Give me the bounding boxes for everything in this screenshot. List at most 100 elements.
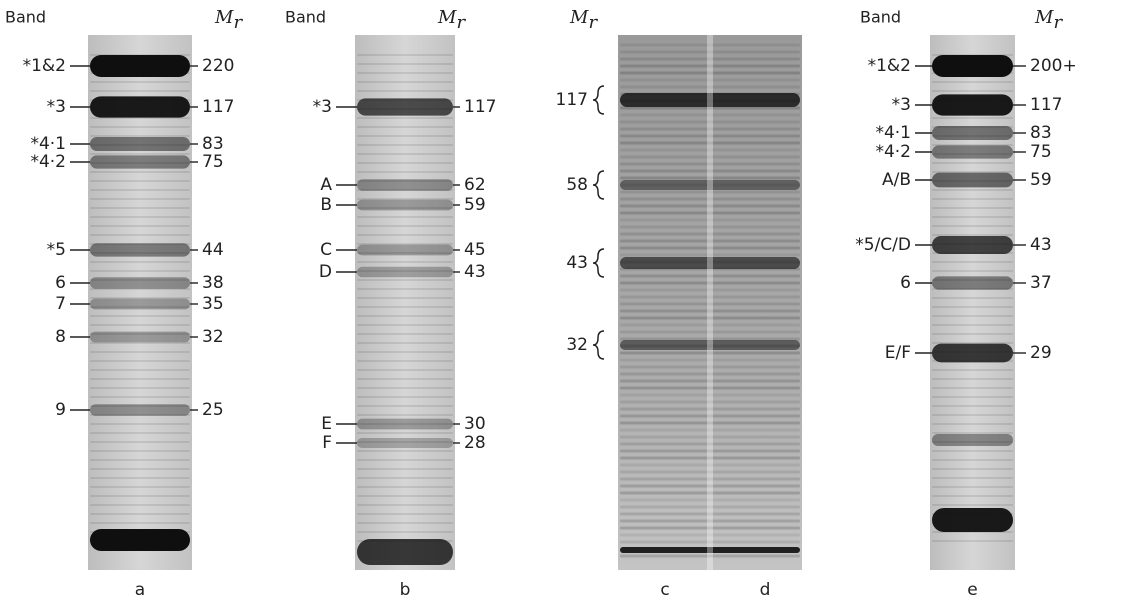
gel-band	[357, 270, 453, 272]
gel-band	[357, 171, 453, 173]
gel-band	[932, 225, 1013, 227]
gel-band	[932, 55, 1013, 77]
gel-band	[357, 244, 453, 256]
band-label: 9	[55, 400, 66, 420]
gel-band	[620, 253, 800, 257]
gel-band	[620, 85, 800, 89]
mr-marker: 43	[566, 253, 588, 273]
gel-band	[90, 198, 190, 200]
gel-band	[932, 198, 1013, 200]
mr-header: Mr	[1034, 7, 1063, 33]
gel-band	[357, 297, 453, 299]
gel-band	[620, 197, 800, 201]
mr-subscript: r	[233, 12, 243, 33]
gel-band	[357, 324, 453, 326]
gel-band	[932, 396, 1013, 398]
gel-band	[357, 279, 453, 281]
gel-band	[90, 171, 190, 173]
gel-band	[90, 529, 190, 551]
gel-band	[620, 204, 800, 208]
gel-band	[932, 504, 1013, 506]
gel-band	[932, 495, 1013, 497]
band-label: *1&2	[23, 56, 66, 76]
gel-band	[620, 470, 800, 474]
gel-band	[357, 63, 453, 65]
gel-band	[620, 113, 800, 117]
gel-band	[90, 396, 190, 398]
gel-band	[932, 405, 1013, 407]
gel-band	[357, 207, 453, 209]
band-label: F	[322, 433, 332, 453]
gel-band	[932, 172, 1013, 188]
gel-band	[357, 153, 453, 155]
gel-band	[90, 306, 190, 308]
gel-band	[932, 216, 1013, 218]
gel-band	[90, 459, 190, 461]
brace	[592, 248, 605, 278]
gel-band	[620, 190, 800, 194]
gel-lane	[88, 35, 192, 570]
gel-band	[357, 539, 453, 565]
gel-band	[357, 438, 453, 448]
mr-label: 43	[464, 262, 486, 282]
mr-subscript: r	[588, 12, 598, 33]
gel-band	[357, 180, 453, 182]
gel-band	[90, 468, 190, 470]
gel-band	[932, 117, 1013, 119]
gel-band	[620, 351, 800, 355]
gel-band	[932, 315, 1013, 317]
gel-band	[90, 351, 190, 353]
gel-band	[357, 423, 453, 425]
gel-band	[932, 468, 1013, 470]
gel-band	[357, 288, 453, 290]
gel-band	[90, 513, 190, 515]
lane-label: b	[400, 580, 411, 600]
gel-band	[620, 379, 800, 383]
gel-band	[357, 126, 453, 128]
gel-band	[932, 378, 1013, 380]
gel-band	[357, 378, 453, 380]
gel-band	[357, 342, 453, 344]
gel-band	[90, 135, 190, 137]
gel-band	[357, 98, 453, 116]
gel-band	[357, 432, 453, 434]
gel-band	[357, 198, 453, 200]
gel-band	[932, 81, 1013, 83]
gel-band	[90, 189, 190, 191]
gel-band	[620, 414, 800, 418]
gel-band	[620, 554, 800, 558]
mr-label: 117	[464, 97, 496, 117]
band-label: *3	[47, 97, 66, 117]
gel-band	[90, 261, 190, 263]
gel-band	[932, 324, 1013, 326]
gel-band	[932, 144, 1013, 146]
mr-label: 83	[202, 134, 224, 154]
gel-band	[620, 386, 800, 390]
gel-band	[932, 234, 1013, 236]
gel-band	[357, 360, 453, 362]
gel-band	[932, 126, 1013, 140]
gel-band	[357, 90, 453, 92]
gel-band	[620, 435, 800, 439]
mr-header: Mr	[437, 7, 466, 33]
band-label: D	[319, 262, 332, 282]
gel-band	[90, 153, 190, 155]
gel-band	[90, 405, 190, 407]
band-label: *1&2	[868, 56, 911, 76]
gel-band	[620, 78, 800, 82]
mr-symbol: M	[214, 7, 234, 28]
gel-band	[620, 43, 800, 47]
gel-band	[90, 432, 190, 434]
gel-band	[932, 276, 1013, 290]
gel-band	[932, 333, 1013, 335]
mr-label: 83	[1030, 123, 1052, 143]
gel-band	[620, 477, 800, 481]
gel-band	[932, 343, 1013, 363]
gel-band	[90, 477, 190, 479]
band-header: Band	[860, 8, 901, 27]
gel-lanes	[618, 35, 802, 570]
lane-label: d	[760, 580, 771, 600]
gel-band	[620, 176, 800, 180]
gel-band	[357, 261, 453, 263]
gel-band	[932, 288, 1013, 290]
